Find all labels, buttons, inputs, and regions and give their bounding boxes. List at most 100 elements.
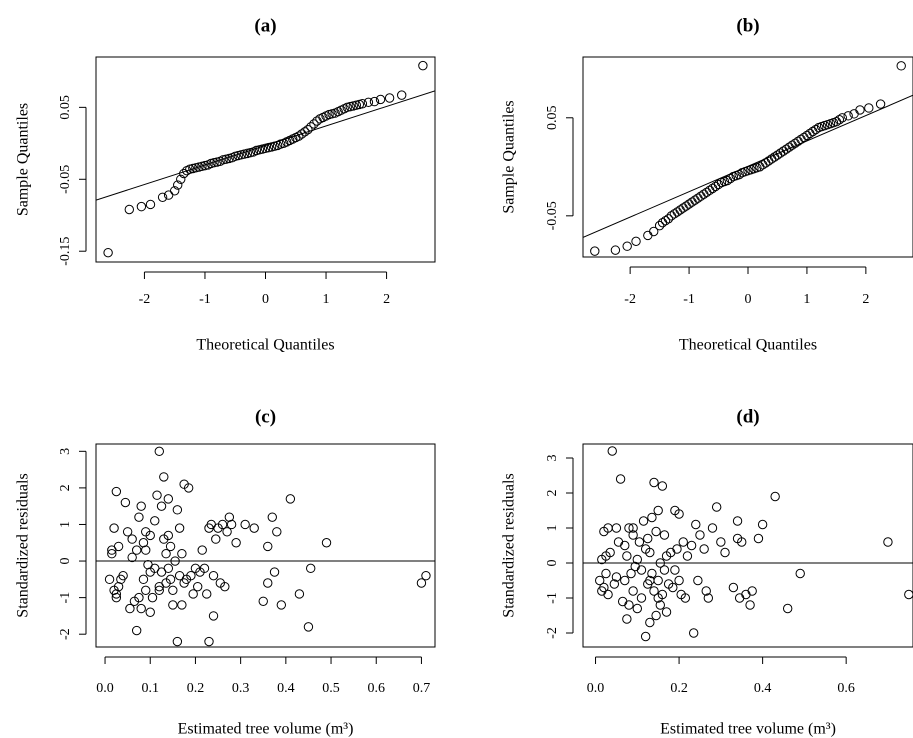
data-point <box>269 567 280 577</box>
panel-a: (a) -2 -1 0 1 2 -0.15 -0.05 0.05 Theoretical Quan… <box>15 15 436 354</box>
data-point <box>197 545 207 555</box>
y-axis-label: Standardized residuals <box>501 473 518 617</box>
data-point <box>855 105 865 115</box>
x-tick-label: 0.4 <box>754 681 772 696</box>
data-point <box>172 636 183 647</box>
data-point <box>649 226 659 237</box>
y-axis-label: Standardized residuals <box>15 473 32 617</box>
plot-area <box>583 61 913 256</box>
data-point <box>624 600 634 610</box>
data-point <box>249 523 259 533</box>
x-tick-label: -1 <box>683 292 695 307</box>
data-point <box>883 537 893 547</box>
y-tick-label: -1 <box>58 592 73 604</box>
x-tick-label: 0.1 <box>141 681 159 696</box>
data-point <box>753 533 764 544</box>
data-point <box>681 201 691 211</box>
data-point <box>136 501 146 511</box>
x-axis-label: Theoretical Quantiles <box>679 337 817 354</box>
data-point <box>204 523 214 533</box>
data-point <box>384 93 395 103</box>
data-point <box>769 152 780 162</box>
data-point <box>124 204 134 215</box>
x-tick-label: 0.2 <box>670 681 688 696</box>
x-tick-label: 0 <box>262 292 269 307</box>
data-point <box>636 593 647 603</box>
plot-frame <box>582 56 913 258</box>
data-point <box>684 199 694 209</box>
data-point <box>183 483 194 493</box>
data-point <box>159 472 169 482</box>
data-point <box>795 568 805 579</box>
data-point <box>620 540 630 551</box>
data-point <box>654 220 665 231</box>
data-point <box>834 115 845 125</box>
data-point <box>202 589 212 599</box>
data-point <box>127 552 137 563</box>
x-tick-label: -2 <box>624 292 636 307</box>
data-point <box>640 631 651 642</box>
data-point <box>672 207 682 217</box>
plot-area <box>96 60 435 258</box>
data-point <box>805 128 815 139</box>
data-point <box>670 565 680 575</box>
data-point <box>138 538 149 548</box>
data-point <box>725 173 736 184</box>
data-point <box>693 193 703 203</box>
data-point <box>208 570 219 581</box>
data-point <box>687 197 697 207</box>
data-point <box>127 534 137 544</box>
data-point <box>875 99 886 109</box>
data-point <box>145 567 155 577</box>
data-point <box>141 545 151 555</box>
data-point <box>661 607 672 617</box>
y-tick-label: 0 <box>545 560 560 567</box>
data-point <box>699 189 709 199</box>
data-point <box>168 585 178 596</box>
data-point <box>590 246 600 256</box>
x-tick-label: 0.0 <box>587 681 605 696</box>
data-point <box>636 565 647 575</box>
data-point <box>734 169 744 180</box>
data-point <box>276 600 287 610</box>
data-point <box>397 90 407 100</box>
data-point <box>711 502 722 512</box>
data-point <box>357 99 368 109</box>
y-tick-label: 0.05 <box>545 106 560 131</box>
data-point <box>672 544 682 554</box>
data-point <box>136 201 147 212</box>
data-point <box>174 523 185 533</box>
reference-line <box>96 90 435 201</box>
data-point <box>703 593 714 603</box>
data-point <box>199 563 210 574</box>
data-point <box>208 611 219 621</box>
data-point <box>163 530 174 541</box>
data-point <box>674 509 684 519</box>
data-point <box>294 589 305 599</box>
data-point <box>675 205 685 215</box>
data-point <box>111 486 122 497</box>
data-point <box>122 527 133 537</box>
data-point <box>595 575 605 586</box>
data-point <box>653 575 663 586</box>
x-axis-label: Theoretical Quantiles <box>196 337 334 354</box>
data-point <box>150 516 160 526</box>
data-point <box>176 174 186 184</box>
data-point <box>632 554 643 565</box>
data-point <box>763 156 774 166</box>
y-tick-label: 0.05 <box>58 95 73 120</box>
plot-area <box>96 446 435 647</box>
data-point <box>628 586 638 596</box>
x-tick-label: 0 <box>745 292 752 307</box>
data-point <box>118 570 128 581</box>
panel-c: (c) 0.0 0.1 0.2 0.3 0.4 0.5 0.6 0.7 -2 -1 0 1 2 3 Estim… <box>15 406 436 738</box>
data-point <box>617 596 628 607</box>
data-point <box>109 523 119 533</box>
data-point <box>375 94 386 105</box>
data-point <box>678 203 688 213</box>
data-point <box>145 530 155 541</box>
data-point <box>204 636 214 647</box>
data-point <box>732 533 743 544</box>
data-point <box>147 592 158 603</box>
data-point <box>688 628 699 638</box>
